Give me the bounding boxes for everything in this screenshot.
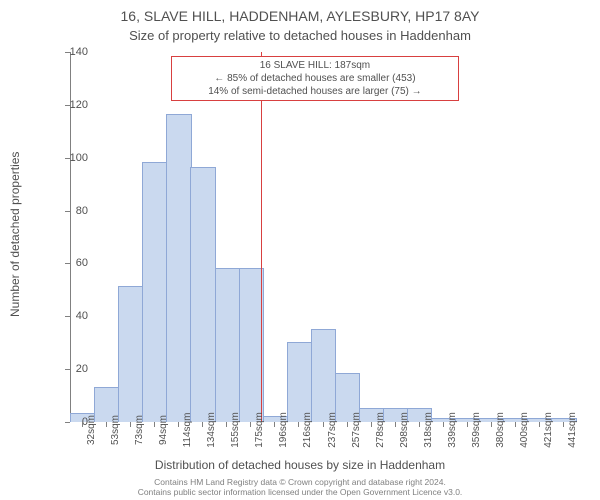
- x-tick-label: 359sqm: [471, 412, 482, 448]
- x-tick-label: 298sqm: [399, 412, 410, 448]
- x-tick-label: 114sqm: [182, 413, 193, 448]
- x-tick-label: 278sqm: [375, 412, 386, 448]
- y-tick-label: 80: [58, 205, 88, 217]
- annotation-box: 16 SLAVE HILL: 187sqm← 85% of detached h…: [171, 56, 459, 101]
- x-tick-mark: [491, 422, 492, 427]
- y-tick-mark: [65, 316, 70, 317]
- y-tick-mark: [65, 52, 70, 53]
- y-tick-label: 0: [58, 416, 88, 428]
- x-tick-label: 339sqm: [447, 412, 458, 448]
- histogram-bar: [142, 162, 168, 422]
- x-tick-mark: [515, 422, 516, 427]
- x-tick-label: 216sqm: [302, 412, 313, 448]
- histogram-bar: [190, 167, 216, 422]
- x-tick-mark: [274, 422, 275, 427]
- y-axis-label: Number of detached properties: [8, 152, 22, 317]
- y-tick-mark: [65, 263, 70, 264]
- annotation-line2: ← 85% of detached houses are smaller (45…: [178, 72, 452, 85]
- x-tick-mark: [467, 422, 468, 427]
- x-tick-label: 175sqm: [254, 412, 265, 448]
- x-tick-mark: [298, 422, 299, 427]
- x-tick-mark: [130, 422, 131, 427]
- histogram-bar: [118, 286, 144, 422]
- y-tick-mark: [65, 369, 70, 370]
- footer-line1: Contains HM Land Registry data © Crown c…: [154, 477, 446, 487]
- x-tick-mark: [323, 422, 324, 427]
- y-tick-label: 60: [58, 257, 88, 269]
- y-tick-mark: [65, 158, 70, 159]
- footer-line2: Contains public sector information licen…: [138, 487, 463, 497]
- x-tick-label: 196sqm: [278, 412, 289, 448]
- chart-title-line1: 16, SLAVE HILL, HADDENHAM, AYLESBURY, HP…: [0, 8, 600, 24]
- reference-line: [261, 52, 262, 422]
- x-tick-mark: [226, 422, 227, 427]
- x-tick-mark: [395, 422, 396, 427]
- x-tick-label: 155sqm: [230, 412, 241, 448]
- x-tick-label: 53sqm: [110, 415, 121, 445]
- histogram-bar: [287, 342, 313, 422]
- x-axis-label: Distribution of detached houses by size …: [0, 458, 600, 472]
- x-tick-label: 32sqm: [86, 415, 97, 445]
- y-tick-label: 140: [58, 46, 88, 58]
- histogram-bar: [215, 268, 241, 422]
- x-tick-label: 318sqm: [423, 412, 434, 448]
- x-tick-mark: [250, 422, 251, 427]
- x-tick-label: 257sqm: [351, 412, 362, 448]
- x-tick-mark: [419, 422, 420, 427]
- x-tick-mark: [371, 422, 372, 427]
- x-tick-mark: [539, 422, 540, 427]
- annotation-line1: 16 SLAVE HILL: 187sqm: [178, 59, 452, 72]
- x-tick-label: 421sqm: [543, 412, 554, 448]
- chart-container: 16, SLAVE HILL, HADDENHAM, AYLESBURY, HP…: [0, 0, 600, 500]
- plot-area: 16 SLAVE HILL: 187sqm← 85% of detached h…: [70, 52, 575, 422]
- y-tick-mark: [65, 211, 70, 212]
- x-tick-mark: [202, 422, 203, 427]
- y-tick-label: 40: [58, 310, 88, 322]
- y-tick-label: 120: [58, 99, 88, 111]
- x-tick-mark: [347, 422, 348, 427]
- x-tick-label: 94sqm: [158, 415, 169, 445]
- x-tick-mark: [443, 422, 444, 427]
- x-tick-label: 237sqm: [327, 412, 338, 448]
- chart-title-line2: Size of property relative to detached ho…: [0, 28, 600, 43]
- x-tick-label: 73sqm: [134, 415, 145, 445]
- x-tick-mark: [178, 422, 179, 427]
- x-tick-label: 380sqm: [495, 412, 506, 448]
- y-tick-mark: [65, 422, 70, 423]
- y-tick-label: 100: [58, 152, 88, 164]
- x-tick-label: 134sqm: [206, 412, 217, 448]
- x-tick-mark: [563, 422, 564, 427]
- chart-footer: Contains HM Land Registry data © Crown c…: [0, 477, 600, 498]
- x-tick-label: 441sqm: [567, 412, 578, 448]
- histogram-bar: [311, 329, 337, 423]
- x-tick-mark: [154, 422, 155, 427]
- y-tick-label: 20: [58, 363, 88, 375]
- x-tick-label: 400sqm: [519, 412, 530, 448]
- annotation-line3: 14% of semi-detached houses are larger (…: [178, 85, 452, 98]
- x-tick-mark: [82, 422, 83, 427]
- histogram-bar: [166, 114, 192, 422]
- y-tick-mark: [65, 105, 70, 106]
- x-tick-mark: [106, 422, 107, 427]
